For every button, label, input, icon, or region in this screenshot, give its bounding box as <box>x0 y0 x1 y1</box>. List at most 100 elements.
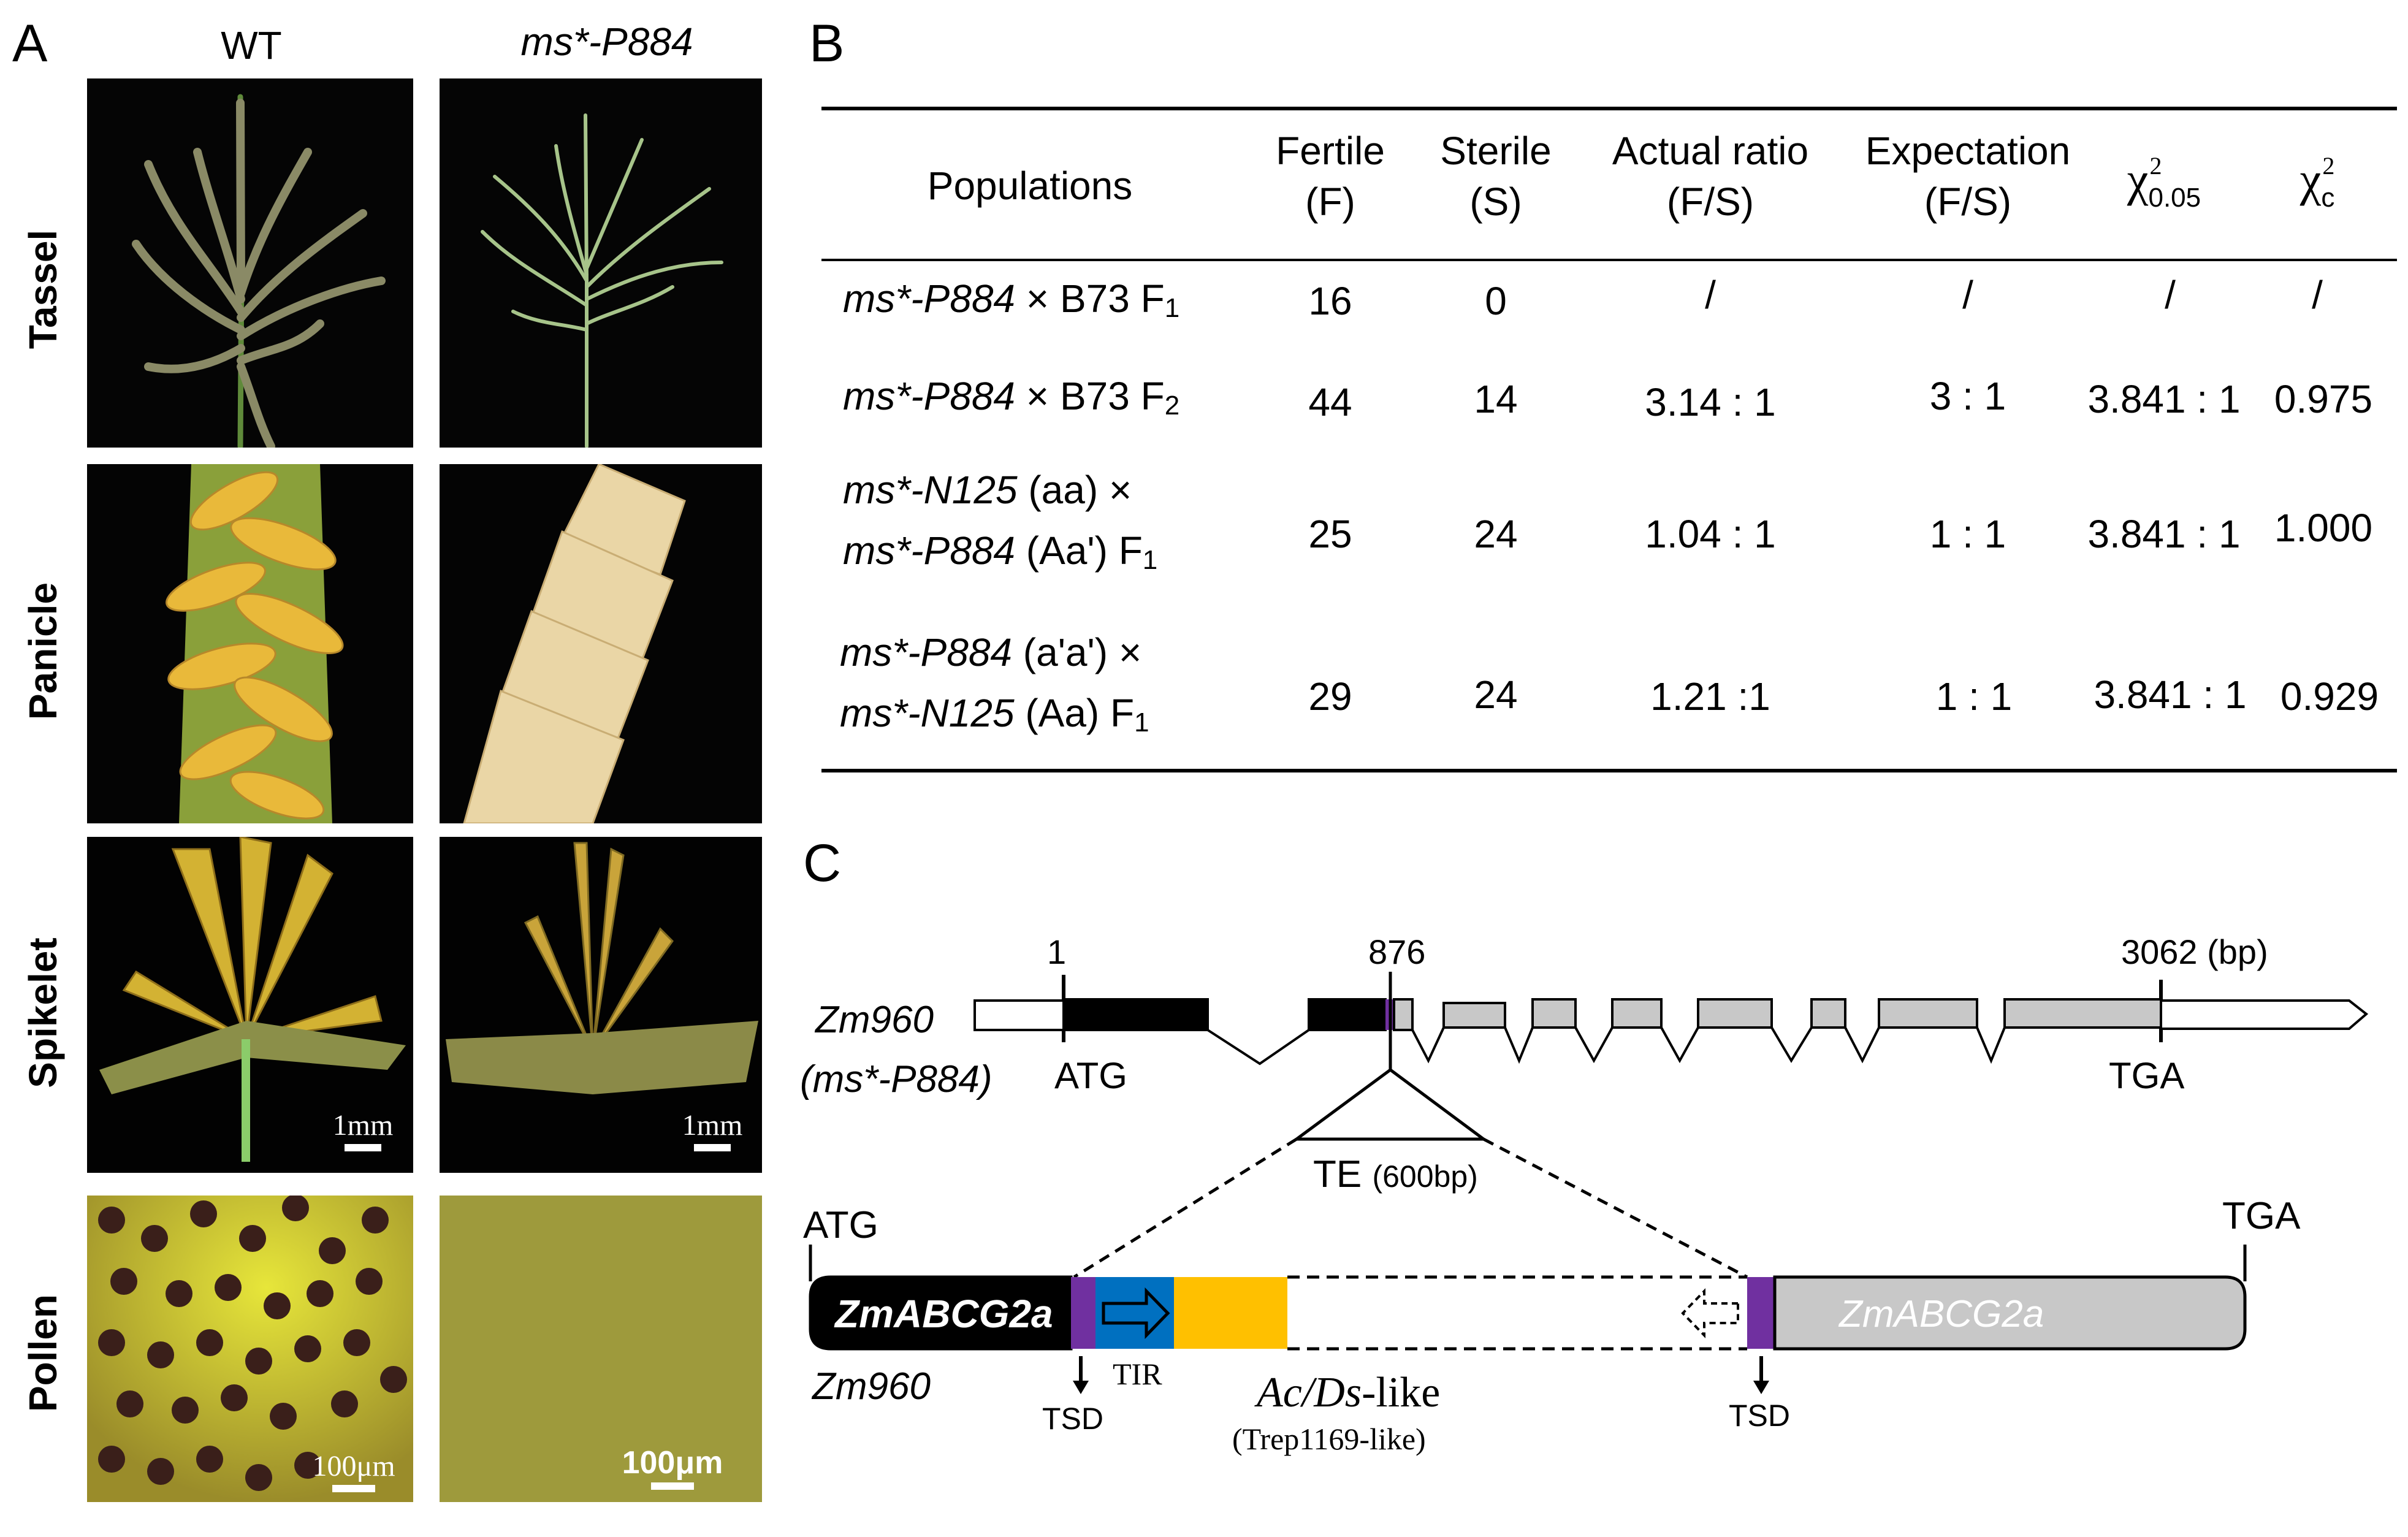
chi-sub: 0.05 <box>2148 183 2201 213</box>
table-row-4-actual: 1.21 :1 <box>1650 674 1770 719</box>
table-row-1-actual: / <box>1705 273 1716 317</box>
gene-left-label: ZmABCG2a <box>835 1292 1053 1336</box>
table-header-rule <box>821 259 2397 261</box>
scale-bar-label: 100μm <box>312 1450 395 1482</box>
scale-bar-label: 1mm <box>682 1109 743 1142</box>
chi-sup: 2 <box>2322 152 2335 180</box>
exon-7 <box>1810 998 1846 1029</box>
exon-6 <box>1697 998 1773 1029</box>
population-cross: × B73 F <box>1026 277 1165 321</box>
detail-gene-label: Zm960 <box>812 1365 931 1408</box>
panel-b-letter: B <box>809 14 845 73</box>
chi-symbol: χ <box>2299 153 2322 206</box>
tassel-wt-photo <box>87 78 413 448</box>
position-insert-label: 876 <box>1368 932 1426 971</box>
pollen-mutant-photo: 100μm <box>440 1196 762 1502</box>
panicle-mutant-photo <box>440 464 762 823</box>
column-header-mutant: ms*-P884 <box>520 20 693 64</box>
generation-sub: 1 <box>1142 545 1158 576</box>
utr-3-arrow <box>2160 999 2369 1030</box>
header-expectation-label: Expectation <box>1865 129 2071 173</box>
table-row-3-expectation: 1 : 1 <box>1929 512 2006 556</box>
element-name: Ac/Ds <box>1257 1369 1362 1416</box>
table-row-3-fertile: 25 <box>1308 512 1352 556</box>
generation-sub: 1 <box>1134 707 1149 738</box>
tsd-left-label: TSD <box>1042 1402 1103 1436</box>
spikelet-wt-photo: 1mm <box>87 837 413 1173</box>
table-row-1-population: ms*-P884 × B73 F1 <box>843 273 1179 326</box>
header-expectation-abbr: (F/S) <box>1924 180 2012 224</box>
header-actual-label: Actual ratio <box>1612 129 1809 173</box>
tsd-right-arrowhead-icon <box>1753 1381 1769 1394</box>
te-name: TE <box>1313 1153 1362 1196</box>
introns <box>1206 1026 2006 1066</box>
stop-codon-label: TGA <box>2109 1055 2185 1096</box>
element-family-label: (Trep1169-like) <box>1232 1422 1426 1456</box>
table-row-2-population: ms*-P884 × B73 F2 <box>843 371 1179 423</box>
projection-line-right <box>1482 1137 1748 1279</box>
population-parent: ms*-P884 <box>843 528 1015 573</box>
te-insertion-triangle <box>1292 1067 1488 1141</box>
table-row-2-chi-calculated: 0.975 <box>2274 377 2373 421</box>
pollen-wt-photo: 100μm <box>87 1196 413 1502</box>
header-sterile-abbr: (S) <box>1469 180 1522 224</box>
header-chi-critical: χ 2 0.05 <box>2084 148 2244 213</box>
table-row-4-sterile: 24 <box>1474 673 1518 717</box>
table-row-4-population: ms*-P884 (a'a') × ms*-N125 (Aa) F1 <box>840 622 1149 744</box>
start-codon-label: ATG <box>1054 1055 1127 1096</box>
header-sterile: Sterile (S) <box>1392 126 1600 227</box>
scale-bar-label: 100μm <box>622 1445 723 1481</box>
table-row-1-expectation: / <box>1962 273 1973 317</box>
gene-right-segment <box>1773 1275 2247 1351</box>
exon-1 <box>1062 998 1209 1031</box>
panicle-wt-photo <box>87 464 413 823</box>
tir-label: TIR <box>1113 1357 1162 1391</box>
table-row-1-chi-critical: / <box>2165 273 2176 317</box>
exon-4 <box>1531 998 1577 1029</box>
table-row-4-chi-calculated: 0.929 <box>2280 674 2379 719</box>
header-actual-abbr: (F/S) <box>1666 180 1755 224</box>
table-row-4-expectation: 1 : 1 <box>1935 674 2013 719</box>
exon-5 <box>1611 998 1663 1029</box>
position-end-value: 3062 <box>2121 932 2198 971</box>
population-cross: × B73 F <box>1026 374 1165 418</box>
panel-a-letter: A <box>12 14 48 73</box>
panel-c-letter: C <box>803 834 842 893</box>
population-parent: ms*-P884 <box>843 277 1015 321</box>
chi-symbol: χ <box>2127 153 2149 206</box>
tassel-mutant-photo <box>440 78 762 448</box>
population-cross: (aa) × <box>1028 468 1132 512</box>
table-row-2-fertile: 44 <box>1308 380 1352 424</box>
detail-tga-label: TGA <box>2222 1195 2301 1237</box>
tsd-right-block <box>1747 1277 1775 1349</box>
element-suffix: -like <box>1362 1369 1441 1416</box>
exon-2-utr <box>1393 998 1414 1031</box>
spikelet-mutant-photo: 1mm <box>440 837 762 1173</box>
generation-sub: 1 <box>1164 293 1180 323</box>
detail-atg-label: ATG <box>803 1204 878 1246</box>
population-cross: (Aa') F <box>1026 528 1143 573</box>
table-row-3-population: ms*-N125 (aa) × ms*-P884 (Aa') F1 <box>843 460 1157 581</box>
table-row-3-chi-critical: 3.841 : 1 <box>2087 512 2241 556</box>
te-label: TE (600bp) <box>1313 1153 1478 1196</box>
table-row-4-chi-critical: 3.841 : 1 <box>2094 673 2247 717</box>
population-cross: (a'a') × <box>1023 630 1142 674</box>
generation-sub: 2 <box>1164 391 1180 421</box>
gene-right-label: ZmABCG2a <box>1839 1293 2044 1335</box>
table-row-2-chi-critical: 3.841 : 1 <box>2087 377 2241 421</box>
tir-arrow-dashed-icon <box>1681 1288 1739 1338</box>
position-unit: (bp) <box>2207 932 2268 971</box>
element-block <box>1174 1277 1287 1349</box>
scale-bar-spikelet-wt: 1mm <box>329 1111 397 1151</box>
table-row-2-sterile: 14 <box>1474 377 1518 421</box>
gene-allele-label: (ms*-P884) <box>800 1058 993 1100</box>
table-bottom-rule <box>821 769 2397 772</box>
table-row-3-actual: 1.04 : 1 <box>1645 512 1776 556</box>
table-row-1-sterile: 0 <box>1485 279 1507 323</box>
table-row-1-chi-calculated: / <box>2312 273 2323 317</box>
header-fertile: Fertile (F) <box>1226 126 1435 227</box>
gene-name-label: Zm960 <box>815 999 934 1041</box>
population-parent: ms*-N125 <box>843 468 1018 512</box>
